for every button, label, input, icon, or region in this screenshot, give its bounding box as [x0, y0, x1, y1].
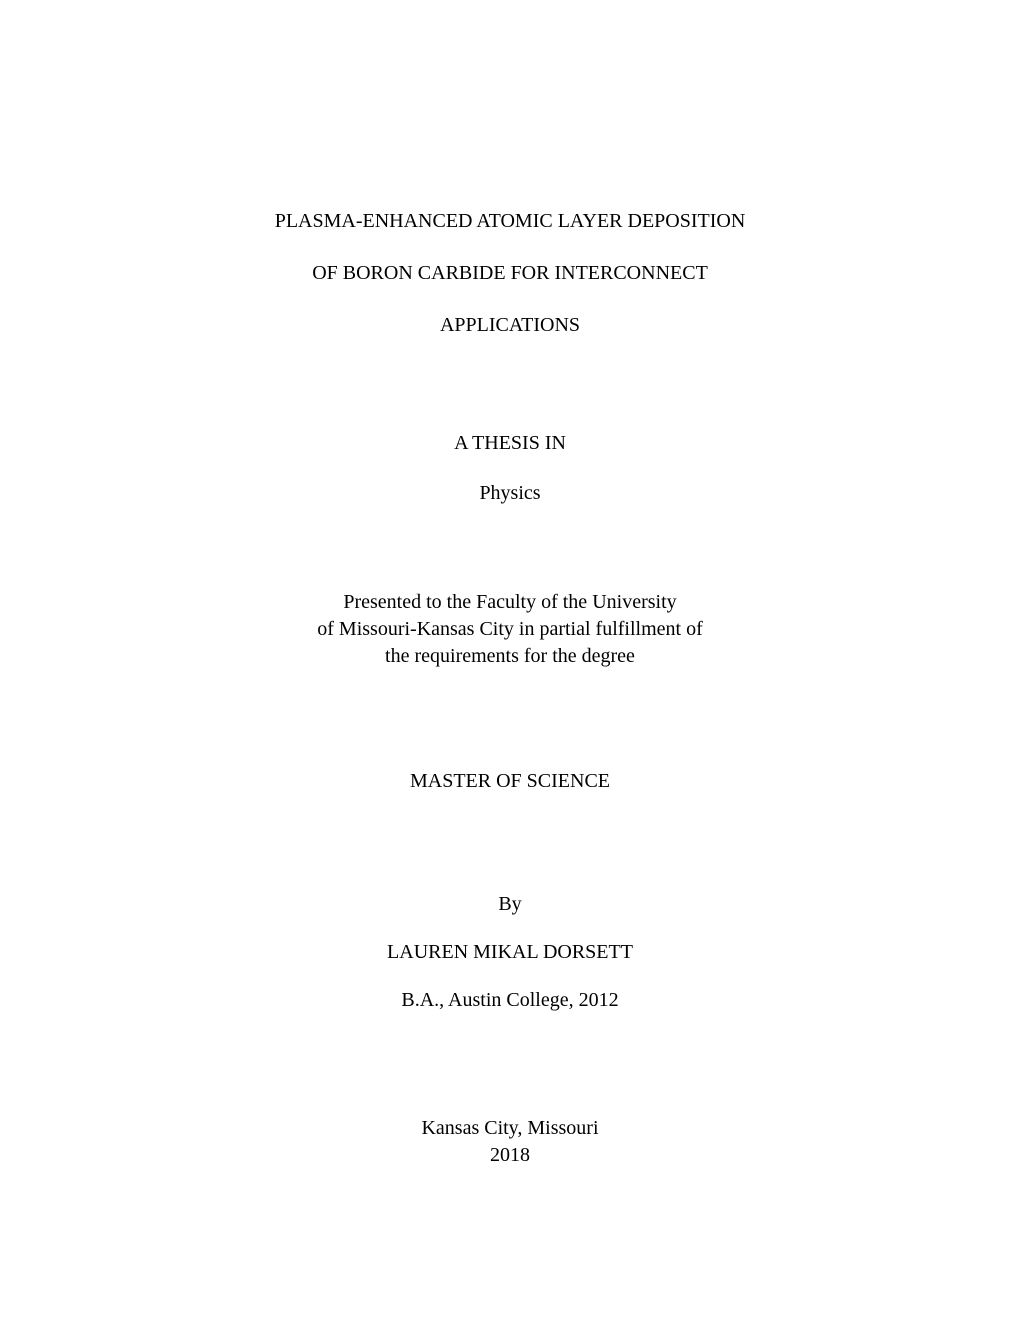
- title-line-2: OF BORON CARBIDE FOR INTERCONNECT: [0, 247, 1020, 299]
- title-line-3: APPLICATIONS: [0, 299, 1020, 351]
- presented-line-1: Presented to the Faculty of the Universi…: [0, 589, 1020, 616]
- location-block: Kansas City, Missouri 2018: [0, 1115, 1020, 1169]
- degree-name: MASTER OF SCIENCE: [0, 770, 1020, 793]
- presented-block: Presented to the Faculty of the Universi…: [0, 589, 1020, 670]
- location-year: 2018: [0, 1142, 1020, 1169]
- author-prior-degree: B.A., Austin College, 2012: [0, 976, 1020, 1024]
- presented-line-3: the requirements for the degree: [0, 643, 1020, 670]
- title-line-1: PLASMA-ENHANCED ATOMIC LAYER DEPOSITION: [0, 195, 1020, 247]
- presented-line-2: of Missouri-Kansas City in partial fulfi…: [0, 616, 1020, 643]
- by-label: By: [0, 880, 1020, 928]
- title-block: PLASMA-ENHANCED ATOMIC LAYER DEPOSITION …: [0, 195, 1020, 351]
- thesis-title-page: PLASMA-ENHANCED ATOMIC LAYER DEPOSITION …: [0, 0, 1020, 1320]
- location-city: Kansas City, Missouri: [0, 1115, 1020, 1142]
- thesis-heading: A THESIS IN: [0, 418, 1020, 468]
- thesis-subject: Physics: [0, 468, 1020, 518]
- degree-block: MASTER OF SCIENCE: [0, 770, 1020, 793]
- thesis-block: A THESIS IN Physics: [0, 418, 1020, 518]
- author-name: LAUREN MIKAL DORSETT: [0, 928, 1020, 976]
- author-block: By LAUREN MIKAL DORSETT B.A., Austin Col…: [0, 880, 1020, 1024]
